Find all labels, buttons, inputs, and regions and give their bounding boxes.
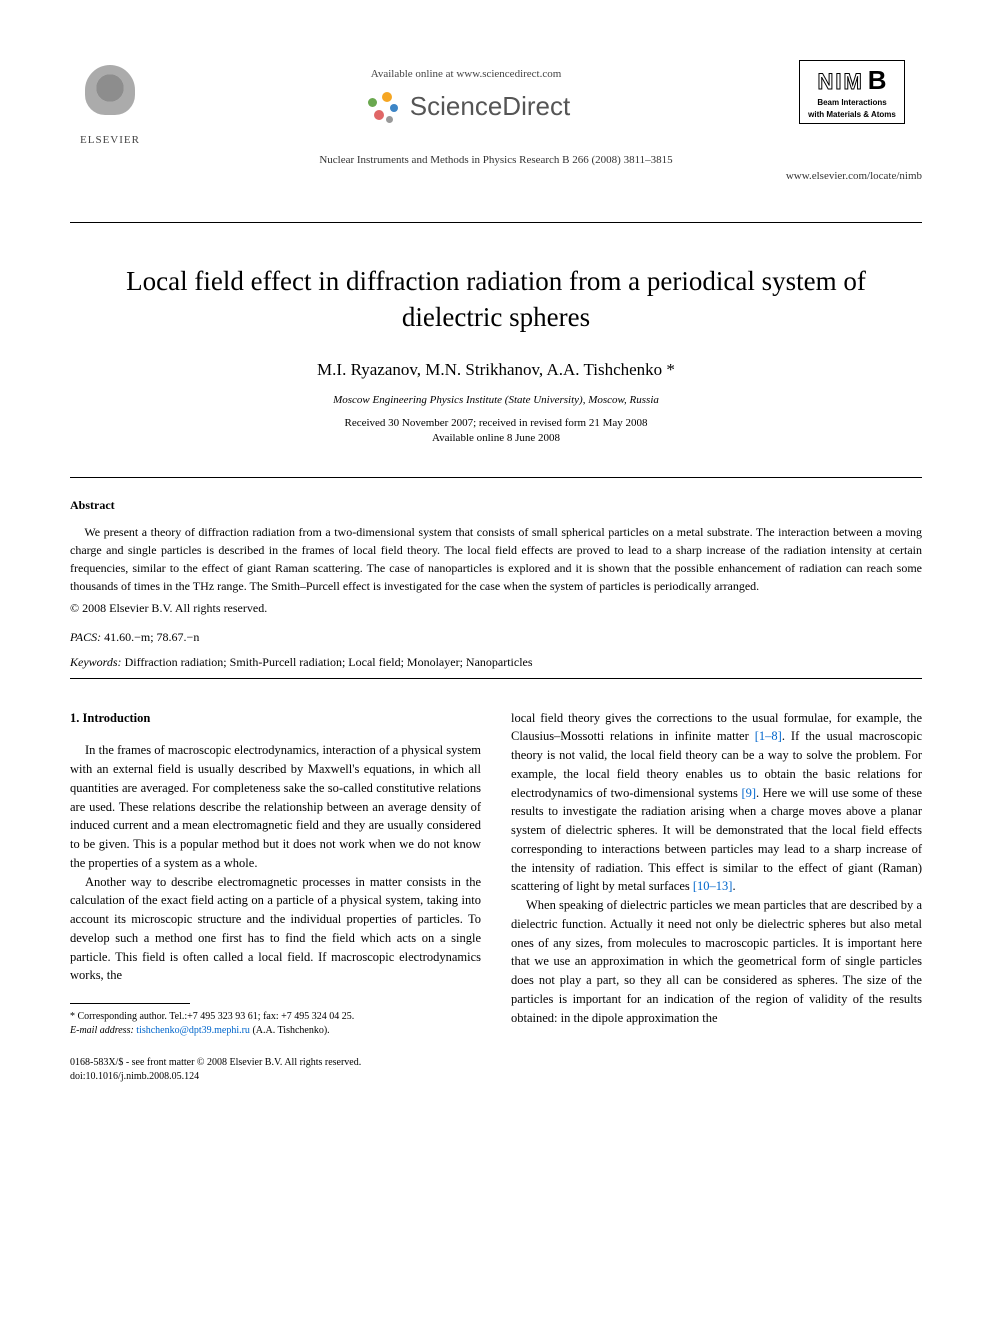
sciencedirect-text: ScienceDirect bbox=[410, 91, 570, 122]
article-dates: Received 30 November 2007; received in r… bbox=[70, 416, 922, 447]
paragraph: local field theory gives the corrections… bbox=[511, 709, 922, 897]
divider bbox=[70, 477, 922, 478]
nimb-subtitle-1: Beam Interactions bbox=[808, 98, 896, 108]
article-title: Local field effect in diffraction radiat… bbox=[100, 263, 892, 336]
nimb-subtitle-2: with Materials & Atoms bbox=[808, 110, 896, 120]
paragraph: Another way to describe electromagnetic … bbox=[70, 873, 481, 986]
nimb-logo: NIMB Beam Interactions with Materials & … bbox=[799, 60, 905, 124]
center-header: Available online at www.sciencedirect.co… bbox=[150, 60, 782, 129]
footnote-separator bbox=[70, 1003, 190, 1004]
section-heading: 1. Introduction bbox=[70, 709, 481, 728]
citation-link[interactable]: [9] bbox=[741, 786, 756, 800]
right-column: local field theory gives the corrections… bbox=[511, 709, 922, 1085]
front-matter-footer: 0168-583X/$ - see front matter © 2008 El… bbox=[70, 1056, 481, 1084]
abstract-heading: Abstract bbox=[70, 498, 922, 513]
divider bbox=[70, 222, 922, 223]
elsevier-logo: ELSEVIER bbox=[70, 60, 150, 146]
sciencedirect-dots-icon bbox=[362, 88, 402, 124]
author-list: M.I. Ryazanov, M.N. Strikhanov, A.A. Tis… bbox=[70, 360, 922, 380]
footnote-email-link[interactable]: tishchenko@dpt39.mephi.ru bbox=[136, 1025, 250, 1036]
nimb-main-text: NIM bbox=[817, 69, 863, 95]
affiliation: Moscow Engineering Physics Institute (St… bbox=[70, 394, 922, 406]
pacs-line: PACS: 41.60.−m; 78.67.−n bbox=[70, 630, 922, 645]
sciencedirect-logo: ScienceDirect bbox=[362, 88, 570, 124]
available-date: Available online 8 June 2008 bbox=[432, 432, 560, 444]
elsevier-label: ELSEVIER bbox=[80, 134, 140, 146]
paragraph: In the frames of macroscopic electrodyna… bbox=[70, 741, 481, 872]
footnote-email-line: E-mail address: tishchenko@dpt39.mephi.r… bbox=[70, 1024, 481, 1038]
available-online-line: Available online at www.sciencedirect.co… bbox=[150, 68, 782, 80]
elsevier-tree-icon bbox=[75, 60, 145, 130]
body-columns: 1. Introduction In the frames of macrosc… bbox=[70, 709, 922, 1085]
divider bbox=[70, 678, 922, 679]
locate-url: www.elsevier.com/locate/nimb bbox=[70, 170, 922, 182]
paragraph: When speaking of dielectric particles we… bbox=[511, 896, 922, 1027]
doi-line: doi:10.1016/j.nimb.2008.05.124 bbox=[70, 1070, 481, 1084]
keywords-label: Keywords: bbox=[70, 655, 122, 669]
pacs-label: PACS: bbox=[70, 630, 101, 644]
journal-reference: Nuclear Instruments and Methods in Physi… bbox=[70, 154, 922, 166]
abstract-text: We present a theory of diffraction radia… bbox=[70, 523, 922, 595]
received-date: Received 30 November 2007; received in r… bbox=[344, 417, 647, 429]
page-header: ELSEVIER Available online at www.science… bbox=[70, 60, 922, 146]
journal-badge: NIMB Beam Interactions with Materials & … bbox=[782, 60, 922, 124]
abstract-copyright: © 2008 Elsevier B.V. All rights reserved… bbox=[70, 601, 922, 616]
footnote-email-label: E-mail address: bbox=[70, 1025, 136, 1036]
citation-link[interactable]: [1–8] bbox=[755, 729, 782, 743]
left-column: 1. Introduction In the frames of macrosc… bbox=[70, 709, 481, 1085]
footnote-email-who: (A.A. Tishchenko). bbox=[250, 1025, 330, 1036]
corresponding-footnote: * Corresponding author. Tel.:+7 495 323 … bbox=[70, 1010, 481, 1038]
keywords-line: Keywords: Diffraction radiation; Smith-P… bbox=[70, 655, 922, 670]
citation-link[interactable]: [10–13] bbox=[693, 879, 733, 893]
front-matter-line: 0168-583X/$ - see front matter © 2008 El… bbox=[70, 1056, 481, 1070]
nimb-b-text: B bbox=[868, 65, 887, 96]
pacs-value: 41.60.−m; 78.67.−n bbox=[101, 630, 199, 644]
footnote-corr: * Corresponding author. Tel.:+7 495 323 … bbox=[70, 1010, 481, 1024]
keywords-value: Diffraction radiation; Smith-Purcell rad… bbox=[122, 655, 533, 669]
